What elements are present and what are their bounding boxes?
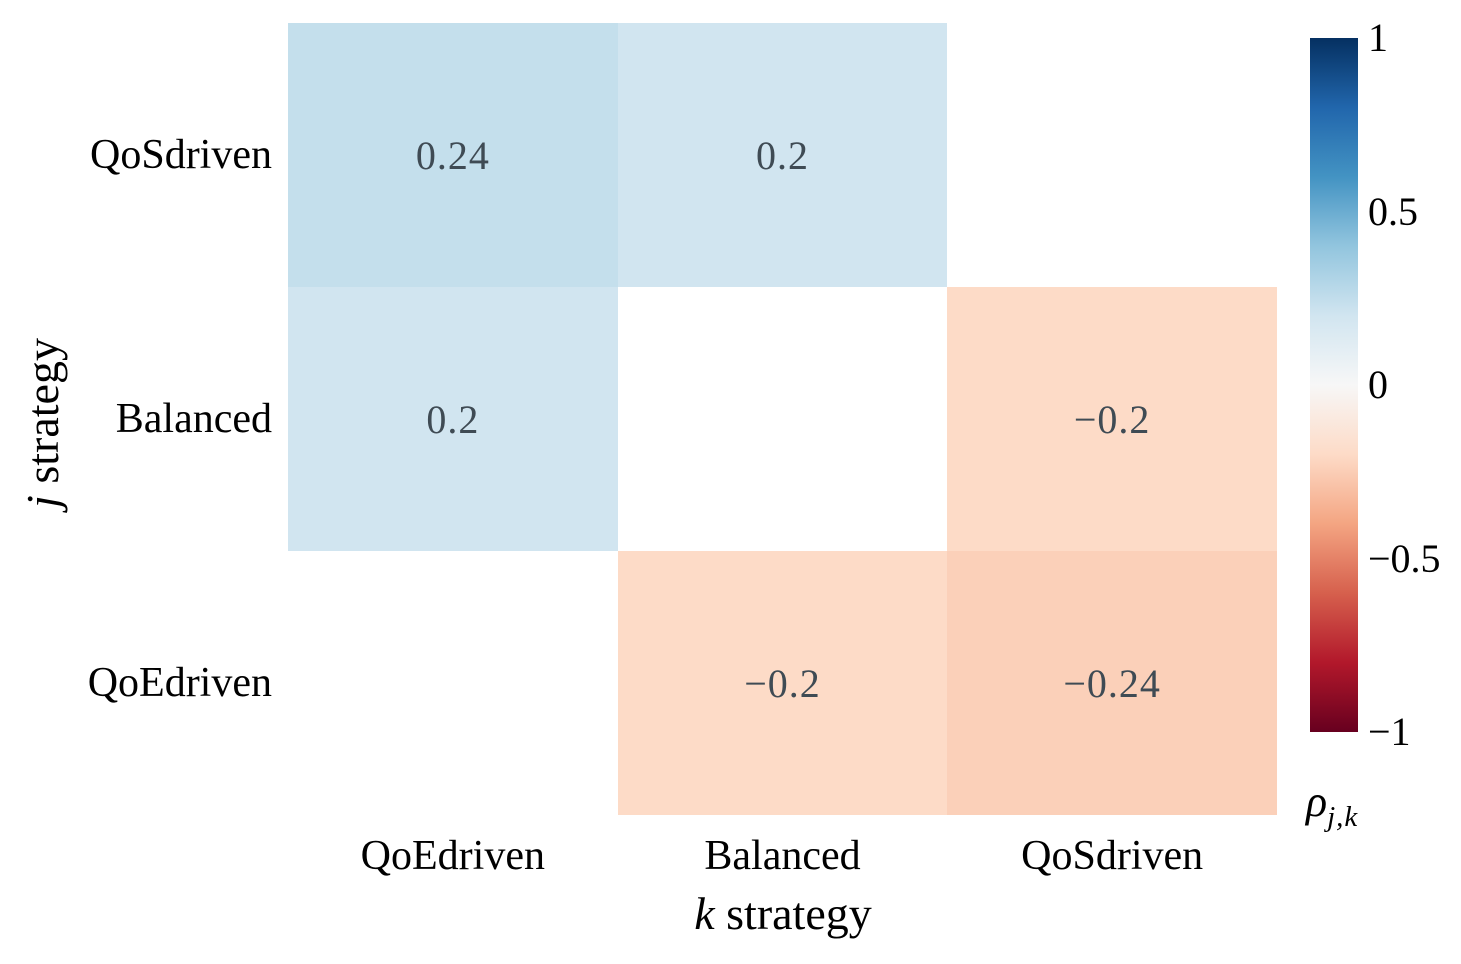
y-axis-title-variable: j bbox=[17, 495, 68, 508]
colorbar-tick-label: 0 bbox=[1368, 362, 1388, 407]
heatmap-cell: −0.24 bbox=[947, 551, 1277, 815]
heatmap-cell bbox=[617, 287, 948, 551]
heatmap-cell: 0.24 bbox=[288, 23, 618, 287]
y-axis-title-text: strategy bbox=[17, 338, 68, 496]
y-tick-label: QoSdriven bbox=[90, 132, 272, 178]
y-tick-label: QoEdriven bbox=[87, 660, 272, 706]
colorbar-axis-label: ρj,k bbox=[1306, 776, 1358, 834]
colorbar-tick-label: 1 bbox=[1368, 15, 1388, 60]
colorbar-tick-label: −1 bbox=[1368, 709, 1411, 754]
rho-subscript: j,k bbox=[1327, 801, 1359, 833]
cell-value: 0.24 bbox=[415, 132, 490, 178]
y-tick-label: Balanced bbox=[115, 396, 272, 442]
heatmap-cell: −0.2 bbox=[947, 287, 1277, 551]
cell-value: 0.2 bbox=[426, 396, 480, 442]
heatmap-cell: −0.2 bbox=[617, 551, 948, 815]
heatmap-grid: 0.24 0.2 0.2 −0.2 −0.2 −0.24 bbox=[288, 23, 1277, 815]
cell-value: −0.2 bbox=[744, 660, 821, 706]
heatmap-cell: 0.2 bbox=[288, 287, 618, 551]
x-tick-label: QoEdriven bbox=[360, 833, 545, 879]
heatmap-cell bbox=[947, 23, 1277, 287]
heatmap-cell: 0.2 bbox=[617, 23, 948, 287]
colorbar-gradient bbox=[1310, 38, 1358, 732]
x-axis-title: k strategy bbox=[633, 888, 933, 940]
x-axis-title-text: strategy bbox=[714, 888, 872, 939]
colorbar-tick-label: 0.5 bbox=[1368, 188, 1418, 234]
y-axis-title: j strategy bbox=[17, 273, 69, 573]
cell-value: −0.24 bbox=[1063, 660, 1161, 706]
x-tick-label: QoSdriven bbox=[1021, 833, 1204, 879]
cell-value: 0.2 bbox=[755, 132, 809, 178]
cell-value: −0.2 bbox=[1073, 396, 1151, 442]
x-axis-title-variable: k bbox=[694, 888, 715, 939]
heatmap-cell bbox=[288, 551, 618, 815]
colorbar-tick-label: −0.5 bbox=[1368, 535, 1441, 581]
x-tick-label: Balanced bbox=[704, 833, 861, 879]
rho-symbol: ρ bbox=[1306, 777, 1328, 826]
